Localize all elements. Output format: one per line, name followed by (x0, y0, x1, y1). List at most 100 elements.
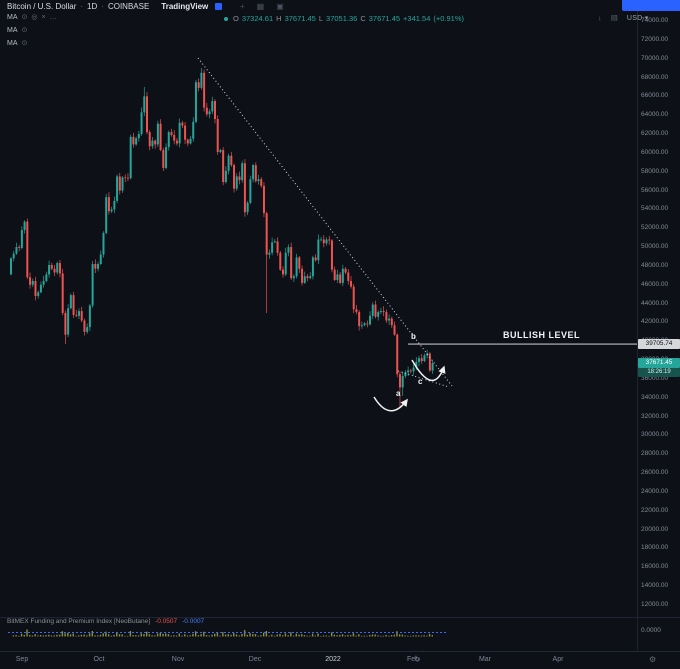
panel-icon[interactable]: ▤ (610, 13, 618, 22)
tradingview-brand[interactable]: TradingView (161, 2, 209, 11)
pane-separators (0, 0, 680, 652)
visibility-icon[interactable]: ⊙ (21, 40, 28, 47)
low-value: 37051.36 (326, 14, 358, 23)
indicator-row-ma-1[interactable]: MA ⊙ ◎ × … (7, 13, 57, 22)
cta-button[interactable] (622, 0, 680, 11)
time-axis-label[interactable]: Dec (248, 656, 262, 663)
separator-dot: · (80, 2, 84, 11)
header-toolbar: + ▦ ▣ (240, 2, 284, 11)
change-value: +341.54 (403, 14, 431, 23)
scale-settings: ↓ ▤ USD ▾ (598, 13, 649, 22)
price-axis-label[interactable]: 60000.00 (641, 148, 669, 156)
candles (10, 68, 434, 408)
level-price-badge: 39705.74 (638, 339, 680, 349)
interval-label[interactable]: 1D (87, 2, 98, 11)
change-percent: (+0.91%) (433, 14, 465, 23)
price-axis-label[interactable]: 44000.00 (641, 299, 669, 307)
price-axis-label[interactable]: 32000.00 (641, 412, 669, 420)
price-axis-label[interactable]: 28000.00 (641, 450, 669, 458)
visibility-icon[interactable]: ⊙ (21, 14, 28, 21)
price-axis-label[interactable]: 46000.00 (641, 280, 669, 288)
indicator-row-ma-2[interactable]: MA ⊙ (7, 26, 28, 35)
funding-title: BitMEX Funding and Premium Index [NeoBut… (7, 618, 151, 625)
bullish-level-label[interactable]: BULLISH LEVEL (503, 330, 581, 340)
visibility-icon[interactable]: ⊙ (21, 27, 28, 34)
funding-histogram (8, 629, 448, 637)
price-axis-label[interactable]: 48000.00 (641, 261, 669, 269)
time-axis-label[interactable]: Feb (406, 656, 420, 663)
time-axis-label[interactable]: Sep (15, 656, 29, 663)
price-axis-label[interactable]: 22000.00 (641, 506, 669, 514)
price-axis-label[interactable]: 12000.00 (641, 601, 669, 608)
separator-dot: · (101, 2, 104, 11)
bar-countdown-badge: 18:26:19 (638, 368, 680, 377)
funding-indicator-legend[interactable]: BitMEX Funding and Premium Index [NeoBut… (7, 618, 204, 625)
low-label: L (318, 14, 324, 23)
price-axis-label[interactable]: 52000.00 (641, 224, 669, 232)
price-axis-label[interactable]: 64000.00 (641, 111, 669, 119)
price-axis-label[interactable]: 54000.00 (641, 205, 669, 213)
time-axis-label[interactable]: Mar (478, 656, 492, 663)
chart-drawings (197, 57, 637, 412)
more-icon[interactable]: … (49, 13, 57, 21)
tradingview-logo-icon[interactable] (215, 3, 223, 10)
price-axis-label[interactable]: 34000.00 (641, 393, 669, 401)
price-axis-label[interactable]: 30000.00 (641, 431, 669, 439)
wave-b-label[interactable]: b (411, 332, 416, 341)
price-axis-label[interactable]: 50000.00 (641, 243, 669, 251)
wave-a-label[interactable]: a (396, 389, 401, 398)
close-label: C (360, 14, 366, 23)
gear-icon[interactable]: ⚙ (649, 655, 657, 664)
symbol-header: Bitcoin / U.S. Dollar · 1D · COINBASE Tr… (7, 2, 223, 11)
settings-icon[interactable]: ◎ (31, 14, 38, 21)
price-axis[interactable]: 74000.00 72000.00 70000.00 68000.00 66000.00… (638, 0, 680, 651)
symbol-title[interactable]: Bitcoin / U.S. Dollar (7, 2, 77, 11)
price-axis-label[interactable]: 68000.00 (641, 73, 669, 81)
funding-value-1: -0.0507 (155, 618, 178, 625)
price-axis-label[interactable]: 74000.00 (641, 17, 669, 24)
exchange-label[interactable]: COINBASE (107, 2, 150, 11)
price-axis-label[interactable]: 20000.00 (641, 525, 669, 533)
camera-icon[interactable]: ▣ (276, 2, 284, 11)
indicator-row-ma-3[interactable]: MA ⊙ (7, 39, 28, 48)
price-axis-label[interactable]: 14000.00 (641, 582, 669, 590)
indicator-label: MA (7, 13, 18, 21)
price-axis-label[interactable]: 66000.00 (641, 92, 669, 100)
last-price-badge: 37671.45 (638, 358, 680, 368)
time-axis-label[interactable]: Apr (552, 656, 564, 663)
price-axis-label[interactable]: 42000.00 (641, 318, 669, 326)
currency-toggle[interactable]: USD ▾ (627, 14, 649, 22)
price-axis-label[interactable]: 56000.00 (641, 186, 669, 194)
ohlc-readout: O 37324.61 H 37671.45 L 37051.36 C 37671… (224, 14, 464, 23)
price-axis-label[interactable]: 70000.00 (641, 54, 669, 62)
indicator-label: MA (7, 26, 18, 34)
price-axis-label[interactable]: 58000.00 (641, 167, 669, 175)
indicator-label: MA (7, 39, 18, 47)
funding-value-2: -0.0007 (182, 618, 205, 625)
high-label: H (276, 14, 282, 23)
price-axis-label[interactable]: 24000.00 (641, 487, 669, 495)
open-label: O (233, 14, 239, 23)
price-axis-label[interactable]: 16000.00 (641, 563, 669, 571)
wave-c-label[interactable]: c (418, 377, 423, 386)
download-icon[interactable]: ↓ (598, 13, 602, 22)
close-value: 37671.45 (368, 14, 401, 23)
add-icon[interactable]: + (240, 2, 245, 11)
price-axis-label[interactable]: 72000.00 (641, 35, 669, 43)
status-dot (224, 16, 228, 21)
refresh-icon[interactable]: ↻ (414, 655, 421, 664)
price-axis-label[interactable]: 36000.00 (641, 374, 669, 382)
time-axis-label[interactable]: Nov (171, 656, 185, 663)
time-axis-label[interactable]: Oct (93, 656, 105, 663)
price-axis-label[interactable]: 18000.00 (641, 544, 669, 552)
high-value: 37671.45 (284, 14, 316, 23)
layout-grid-icon[interactable]: ▦ (256, 2, 265, 11)
price-axis-label[interactable]: 62000.00 (641, 130, 669, 138)
chevron-down-icon: ▾ (644, 14, 649, 22)
remove-icon[interactable]: × (41, 13, 46, 21)
price-axis-label[interactable]: 26000.00 (641, 469, 669, 477)
time-axis-label[interactable]: 2022 (325, 656, 341, 663)
open-value: 37324.61 (241, 14, 274, 23)
